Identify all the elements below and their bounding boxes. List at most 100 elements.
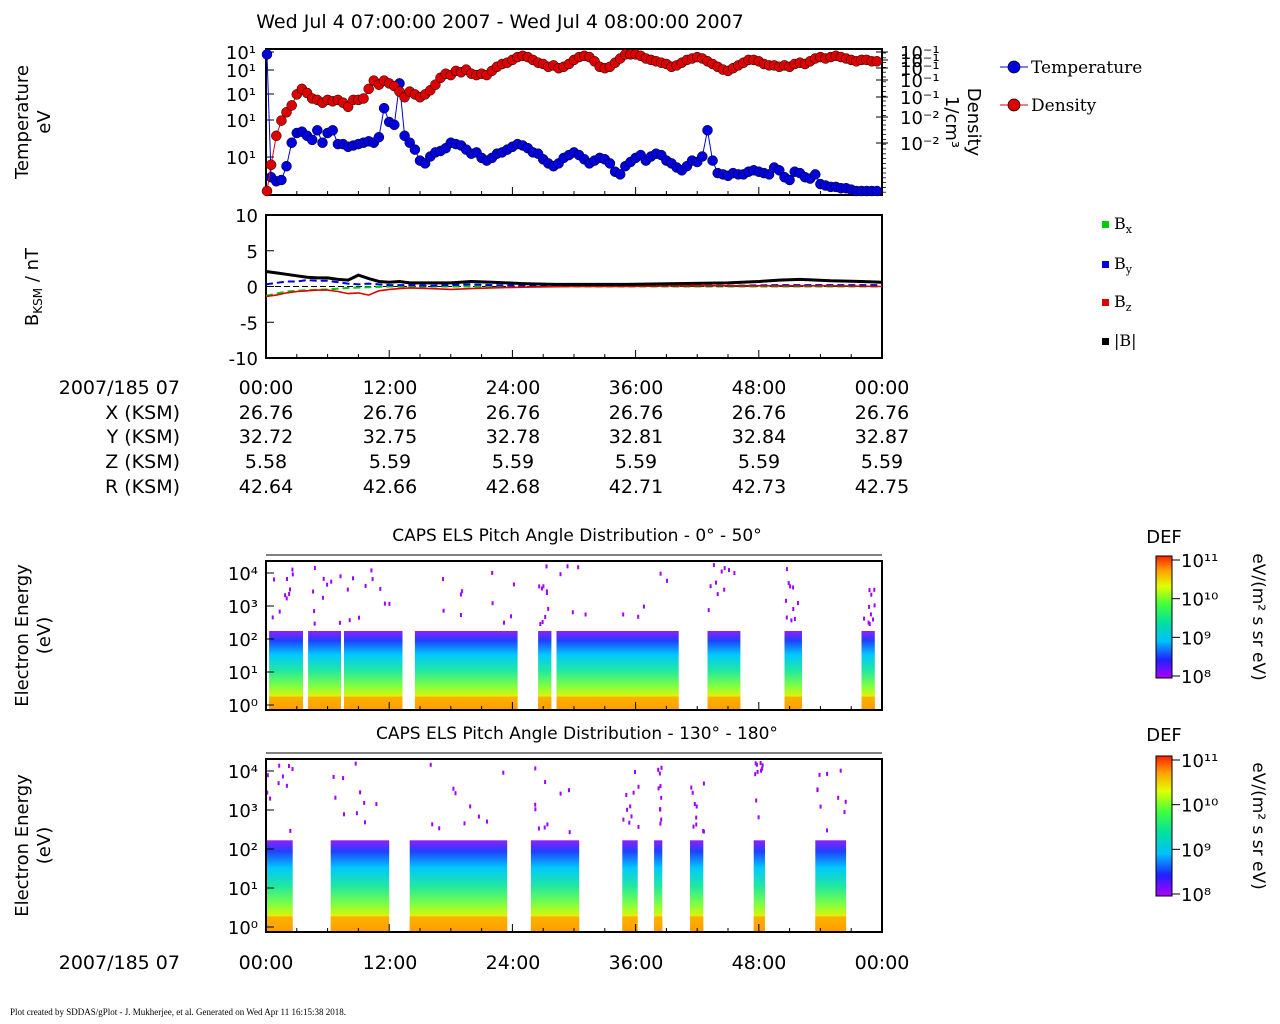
spectrogram-low-energy	[753, 916, 765, 932]
colorbar-tick-label: 10⁸	[1181, 667, 1211, 688]
spectrogram-speckle	[712, 563, 715, 568]
spectrogram-speckle	[826, 771, 829, 776]
spectrogram-speckle	[364, 583, 367, 588]
spectrogram-speckle	[843, 810, 846, 815]
spectrogram-low-energy	[861, 696, 875, 710]
spectrogram-speckle	[442, 577, 444, 582]
spectrogram-speckle	[659, 571, 662, 576]
panel2-ticks: 10 5 0 -5 -10	[229, 206, 883, 370]
left-tick-label: 10¹	[226, 111, 256, 132]
spectrogram-speckle	[379, 586, 382, 591]
spectrogram-speckle	[757, 815, 760, 820]
colorbar-tick-label: 10¹⁰	[1181, 590, 1218, 611]
energy-tick-label: 10⁴	[228, 564, 258, 585]
energy-tick-label: 10²	[228, 630, 258, 651]
right-tick-label: 10⁻¹	[900, 88, 940, 109]
spectrogram-low-energy	[414, 696, 518, 710]
energy-tick-label: 10³	[228, 597, 258, 618]
spectrogram-speckle	[338, 620, 341, 625]
spectrogram-speckle	[634, 770, 636, 774]
spectrogram-speckle	[459, 592, 462, 597]
spectrogram-speckle	[354, 761, 357, 766]
spectrogram-speckle	[868, 588, 871, 593]
spectrogram-speckle	[291, 572, 294, 577]
colorbar-tick-label: 10⁹	[1181, 628, 1211, 649]
spectrogram-speckle	[289, 828, 292, 833]
spectrogram-speckle	[723, 566, 726, 571]
spectrogram-speckle	[571, 610, 574, 615]
energy-tick-label: 10¹	[228, 879, 258, 900]
spectrogram-speckle	[785, 598, 787, 603]
legend-b-swatch	[1102, 261, 1109, 268]
legend-b-label: By	[1114, 254, 1133, 276]
spectrogram-speckle	[728, 568, 730, 573]
colorbar-tick-label: 10¹¹	[1181, 551, 1218, 572]
spectrogram-speckle	[452, 786, 455, 791]
point-temperature	[810, 169, 821, 180]
legend-panel1: Temperature Density	[1000, 58, 1142, 116]
legend-b-swatch	[1102, 299, 1109, 306]
spectrogram-speckle	[797, 601, 799, 606]
spectrogram-speckle	[622, 817, 625, 822]
left-tick-label: 10¹	[226, 43, 256, 64]
spectrogram-speckle	[491, 601, 494, 606]
spectrogram-speckle	[826, 828, 828, 833]
y-tick-label: 0	[247, 278, 258, 299]
spectrogram-speckle	[355, 811, 358, 816]
point-temperature	[317, 137, 328, 148]
spectrogram-speckle	[873, 587, 876, 592]
table-row-label: X (KSM)	[105, 402, 180, 424]
spectrogram-speckle	[469, 804, 472, 809]
colorbar-unit: eV/(m² s sr eV)	[1248, 762, 1268, 889]
colorbar-tick-label: 10⁸	[1181, 885, 1211, 906]
energy-axis-unit: (eV)	[34, 827, 55, 864]
table-row-label: 2007/185 07	[59, 377, 180, 399]
footer-credit: Plot created by SDDAS/gPlot - J. Mukherj…	[10, 1007, 346, 1017]
spectrogram-low-energy	[622, 916, 638, 932]
right-tick-label: 10⁻²	[900, 134, 940, 155]
spectrogram-speckle	[547, 606, 550, 611]
spectrogram-speckle	[339, 574, 342, 579]
table-cell: 42.75	[855, 476, 909, 498]
spectrogram-speckle	[630, 814, 633, 819]
spectrogram-speckle	[429, 762, 432, 767]
spectrogram-speckle	[266, 790, 269, 795]
spectrogram-speckle	[545, 591, 548, 595]
spectrogram-speckle	[637, 614, 640, 619]
spectrogram-speckle	[273, 577, 275, 582]
spectrogram-title: CAPS ELS Pitch Angle Distribution - 0° -…	[392, 526, 761, 546]
spectrogram-speckle	[819, 804, 822, 809]
spectrogram-speckle	[837, 795, 840, 800]
legend-temperature-label: Temperature	[1031, 58, 1142, 78]
panel-magnetic-field: 10 5 0 -5 -10 BKSM / nT	[22, 206, 883, 370]
left-tick-label: 10¹	[226, 148, 256, 169]
point-temperature	[261, 49, 273, 60]
table-row-label: R (KSM)	[105, 476, 180, 498]
energy-axis-label: Electron Energy	[12, 564, 33, 707]
spectrogram-speckle	[313, 621, 316, 626]
spectrogram-low-energy	[556, 696, 679, 710]
spectrogram-speckle	[370, 568, 373, 573]
spectrogram-speckle	[660, 765, 663, 770]
spectrogram-speckle	[792, 585, 795, 590]
spectrogram-speckle	[278, 763, 281, 768]
y-tick-label: -10	[229, 349, 258, 370]
spectrogram-speckle	[691, 790, 694, 795]
spectrogram-speckle	[568, 788, 570, 793]
legend-b-sub: z	[1126, 301, 1132, 314]
spectrogram-block	[690, 840, 704, 932]
spectrogram-speckle	[659, 821, 662, 826]
spectrogram-2: CAPS ELS Pitch Angle Distribution - 130°…	[12, 724, 1268, 939]
spectrogram-speckle	[342, 776, 345, 781]
legend-density-label: Density	[1031, 96, 1097, 116]
spectrogram-speckle	[534, 807, 537, 812]
table-cell: 26.76	[486, 402, 540, 424]
y-tick-label: 10	[235, 206, 258, 227]
spectrogram-speckle	[491, 570, 494, 575]
spectrogram-speckle	[761, 763, 764, 768]
series-b-1	[265, 285, 882, 297]
spectrogram-speckle	[313, 566, 316, 570]
colorbar-title: DEF	[1146, 725, 1182, 746]
spectrogram-speckle	[269, 796, 272, 801]
